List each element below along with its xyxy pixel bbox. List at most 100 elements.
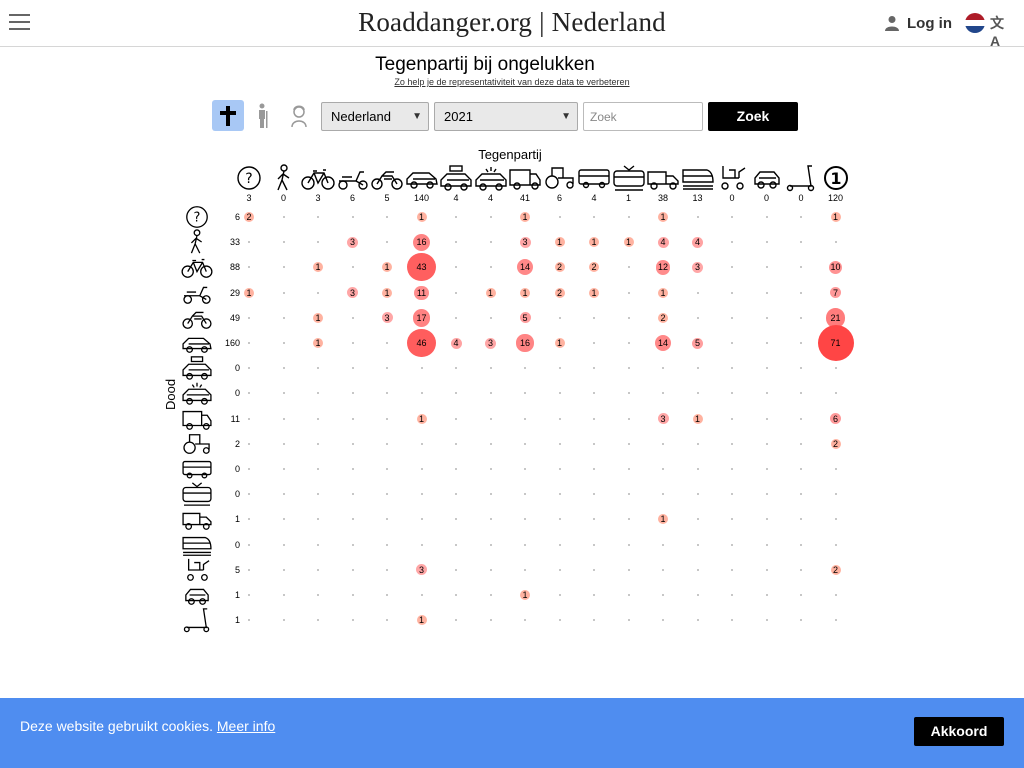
matrix-cell-bubble[interactable]: 16 — [516, 334, 534, 352]
empty-cell — [627, 316, 630, 319]
matrix-cell-bubble[interactable]: 43 — [407, 253, 436, 282]
matrix-cell-bubble[interactable]: 1 — [658, 212, 668, 222]
matrix-cell-bubble[interactable]: 3 — [416, 564, 427, 576]
matrix-cell-bubble[interactable]: 11 — [414, 285, 429, 300]
year-select[interactable]: 2021 ▼ — [434, 102, 578, 131]
empty-cell — [593, 392, 595, 395]
matrix-cell-bubble[interactable]: 1 — [658, 514, 668, 525]
empty-cell — [386, 417, 388, 420]
matrix-cell-bubble[interactable]: 3 — [692, 261, 703, 273]
matrix-cell-bubble[interactable]: 1 — [692, 413, 703, 424]
search-input[interactable]: Zoek — [583, 102, 703, 131]
empty-cell — [731, 442, 733, 445]
empty-cell — [800, 342, 802, 344]
matrix-cell-bubble[interactable]: 1 — [554, 338, 565, 348]
matrix-cell-bubble[interactable]: 3 — [519, 236, 531, 248]
empty-cell — [248, 392, 250, 395]
matrix-cell-bubble[interactable]: 1 — [313, 338, 323, 348]
row-small-car-icon — [180, 582, 214, 608]
filter-injured-button[interactable] — [247, 100, 279, 131]
matrix-cell-bubble[interactable]: 7 — [829, 286, 842, 299]
representativity-link[interactable]: Zo help je de representativiteit van dez… — [394, 77, 630, 87]
matrix-cell-bubble[interactable]: 1 — [520, 590, 530, 600]
matrix-cell-bubble[interactable]: 1 — [244, 287, 254, 298]
matrix-cell-bubble[interactable]: 2 — [244, 212, 254, 222]
matrix-cell-bubble[interactable]: 1 — [830, 212, 841, 222]
site-header: Roaddanger.org | Nederland Log in 文A — [0, 0, 1024, 49]
empty-cell — [627, 468, 630, 470]
matrix-cell-bubble[interactable]: 4 — [657, 236, 669, 248]
matrix-cell-bubble[interactable]: 3 — [347, 236, 358, 248]
empty-cell — [489, 619, 492, 622]
matrix-cell-bubble[interactable]: 2 — [554, 287, 565, 298]
empty-cell — [731, 543, 733, 546]
matrix-cell-bubble[interactable]: 14 — [517, 259, 533, 276]
matrix-cell-bubble[interactable]: 6 — [830, 413, 841, 425]
matrix-cell-bubble[interactable]: 1 — [485, 287, 496, 298]
matrix-cell-bubble[interactable]: 14 — [655, 335, 671, 351]
column-total: 38 — [657, 193, 668, 203]
empty-cell — [765, 518, 768, 521]
empty-cell — [800, 568, 802, 571]
hamburger-menu-icon[interactable] — [9, 14, 30, 32]
matrix-cell-bubble[interactable]: 1 — [416, 212, 427, 222]
empty-cell — [351, 216, 354, 218]
filter-dead-button[interactable] — [212, 100, 244, 131]
login-button[interactable]: Log in — [884, 13, 952, 33]
matrix-cell-bubble[interactable]: 2 — [830, 564, 841, 575]
matrix-cell-bubble[interactable]: 1 — [589, 287, 599, 298]
matrix-cell-bubble[interactable]: 1 — [382, 262, 392, 273]
empty-cell — [593, 216, 595, 218]
matrix-cell-bubble[interactable]: 5 — [692, 337, 703, 349]
matrix-cell-bubble[interactable]: 71 — [817, 325, 854, 361]
matrix-cell-bubble[interactable]: 1 — [658, 287, 668, 298]
empty-cell — [455, 468, 457, 470]
empty-cell — [800, 316, 802, 319]
matrix-cell-bubble[interactable]: 21 — [825, 308, 846, 328]
matrix-cell-bubble[interactable]: 5 — [519, 312, 531, 324]
empty-cell — [282, 241, 285, 244]
matrix-cell-bubble[interactable]: 1 — [382, 287, 392, 298]
matrix-cell-bubble[interactable]: 1 — [313, 312, 323, 323]
column-one-sided-icon: 1 — [819, 164, 853, 192]
matrix-cell-bubble[interactable]: 1 — [313, 262, 323, 273]
matrix-cell-bubble[interactable]: 1 — [589, 237, 599, 248]
matrix-cell-bubble[interactable]: 17 — [412, 308, 431, 327]
matrix-cell-bubble[interactable]: 2 — [658, 312, 668, 323]
matrix-cell-bubble[interactable]: 3 — [485, 337, 496, 349]
matrix-cell-bubble[interactable]: 2 — [830, 438, 841, 449]
dutch-flag-icon[interactable] — [965, 13, 985, 33]
matrix-cell-bubble[interactable]: 1 — [416, 615, 427, 626]
empty-cell — [282, 619, 285, 622]
matrix-cell-bubble[interactable]: 3 — [657, 413, 669, 425]
matrix-cell-bubble[interactable]: 1 — [520, 212, 530, 222]
row-total: 5 — [234, 564, 240, 575]
country-select[interactable]: Nederland ▼ — [321, 102, 429, 131]
matrix-cell-bubble[interactable]: 10 — [828, 260, 843, 275]
matrix-cell-bubble[interactable]: 1 — [520, 287, 530, 298]
matrix-cell-bubble[interactable]: 1 — [416, 413, 427, 424]
cookie-more-info-link[interactable]: Meer info — [216, 718, 276, 734]
matrix-cell-bubble[interactable]: 12 — [655, 259, 671, 275]
matrix-cell-bubble[interactable]: 4 — [692, 236, 703, 248]
column-total: 0 — [763, 193, 769, 203]
matrix-cell-bubble[interactable]: 2 — [554, 262, 565, 273]
matrix-cell-bubble[interactable]: 4 — [450, 337, 462, 349]
column-total: 3 — [246, 193, 252, 203]
search-button[interactable]: Zoek — [708, 102, 798, 131]
translate-icon[interactable]: 文A — [990, 15, 1004, 49]
empty-cell — [558, 568, 561, 571]
matrix-cell-bubble[interactable]: 16 — [412, 233, 431, 251]
site-title[interactable]: Roaddanger.org | Nederland — [358, 7, 666, 37]
matrix-cell-bubble[interactable]: 3 — [381, 312, 393, 324]
cookie-accept-button[interactable]: Akkoord — [914, 717, 1004, 746]
filter-unharmed-button[interactable] — [283, 100, 315, 131]
matrix-cell-bubble[interactable]: 1 — [554, 237, 565, 248]
matrix-cell-bubble[interactable]: 46 — [407, 328, 436, 358]
column-small-car-icon — [750, 164, 784, 192]
matrix-cell-bubble[interactable]: 1 — [623, 237, 634, 248]
matrix-cell-bubble[interactable]: 2 — [589, 262, 599, 273]
empty-cell — [834, 594, 837, 596]
empty-cell — [662, 493, 664, 496]
matrix-cell-bubble[interactable]: 3 — [347, 287, 358, 299]
